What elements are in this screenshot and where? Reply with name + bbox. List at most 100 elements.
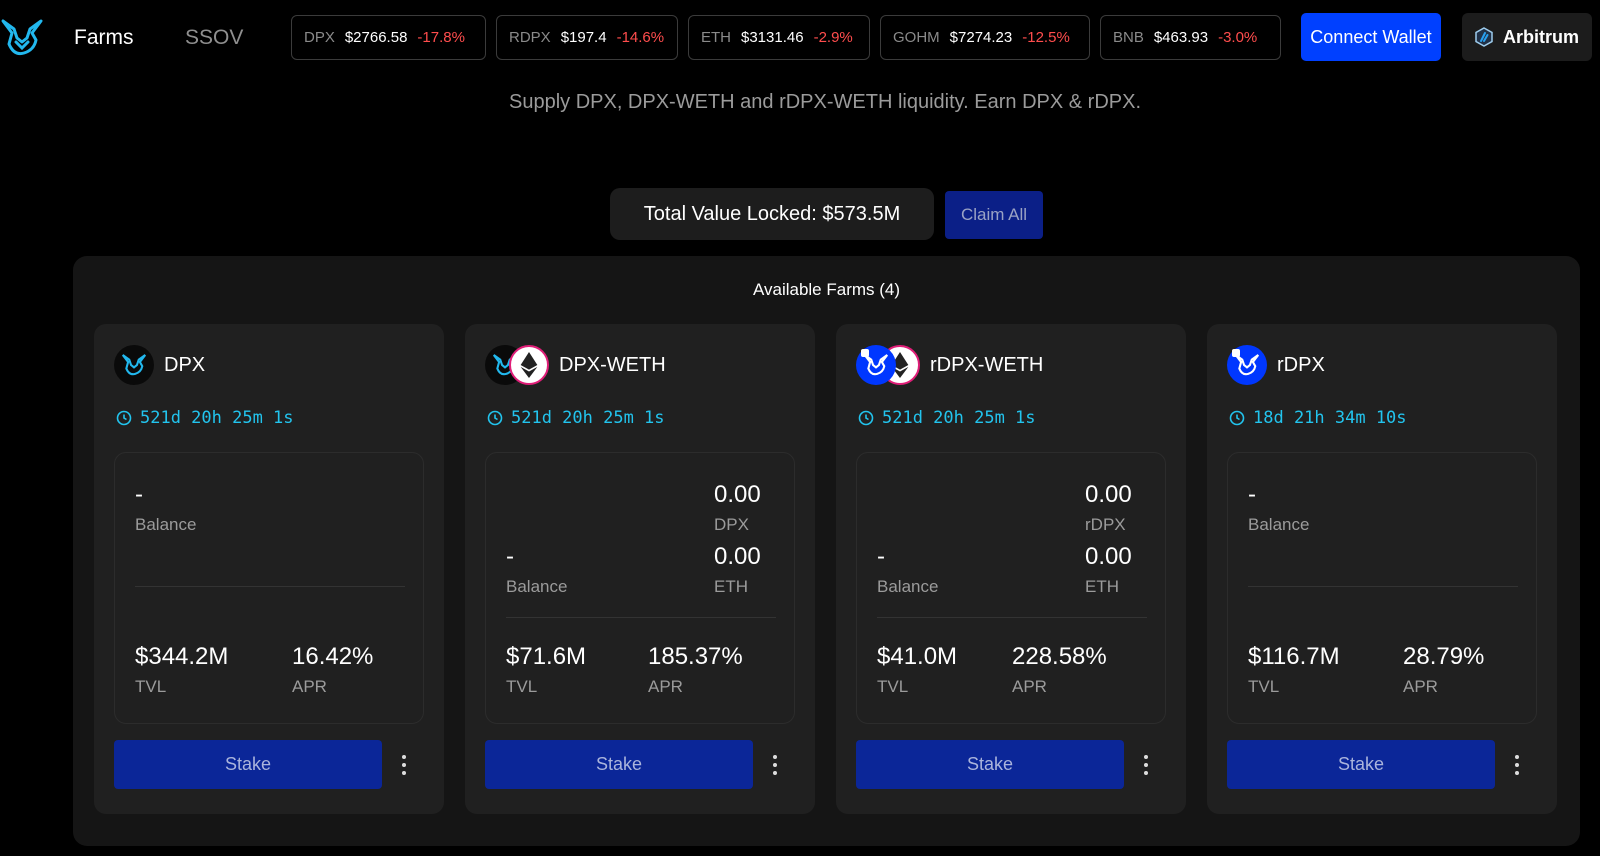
total-value-locked: Total Value Locked: $573.5M [610, 188, 934, 240]
tvl-label: Total Value Locked: $573.5M [643, 202, 901, 225]
token1-amount: 0.00 [1085, 481, 1132, 508]
stake-button[interactable]: Stake [1227, 740, 1495, 789]
stats-divider [135, 586, 405, 587]
token1-label: rDPX [1085, 515, 1126, 534]
ticker-symbol: BNB [1113, 29, 1144, 46]
nav-farms[interactable]: Farms [74, 26, 134, 49]
more-options-icon[interactable] [765, 750, 785, 780]
ticker-change: -12.5% [1022, 29, 1070, 46]
token-icons [485, 345, 549, 385]
token1-amount: 0.00 [714, 481, 761, 508]
stats-divider [877, 617, 1147, 618]
connect-wallet-button[interactable]: Connect Wallet [1301, 13, 1441, 61]
ticker-change: -14.6% [616, 29, 665, 46]
more-options-icon[interactable] [1136, 750, 1156, 780]
apr-label: APR [1403, 677, 1438, 696]
token-icons [114, 345, 154, 385]
apr-label: APR [1012, 677, 1047, 696]
farm-card-dpx: DPX 521d 20h 25m 1s - Balance $344.2M TV… [94, 324, 444, 814]
token-icons [856, 345, 920, 385]
top-header: Farms SSOV DPX $2766.58 -17.8% RDPX $197… [0, 0, 1600, 80]
timer-text: 521d 20h 25m 1s [140, 408, 294, 428]
apr-label: APR [648, 677, 683, 696]
timer-text: 521d 20h 25m 1s [882, 408, 1036, 428]
tvl-value: $71.6M [506, 643, 587, 670]
farm-stats: - Balance $344.2M TVL 16.42% APR [114, 452, 424, 724]
balance-value: - [877, 543, 885, 570]
more-options-icon[interactable] [1507, 750, 1527, 780]
ticker-price: $7274.23 [949, 29, 1013, 46]
farm-timer: 521d 20h 25m 1s [487, 408, 665, 428]
stats-divider [506, 617, 776, 618]
ticker-symbol: GOHM [893, 29, 940, 46]
farm-name: DPX-WETH [559, 353, 666, 376]
ticker-symbol: DPX [304, 29, 335, 46]
page-subtitle: Supply DPX, DPX-WETH and rDPX-WETH liqui… [508, 91, 1141, 113]
ticker-change: -17.8% [417, 29, 465, 46]
arbitrum-icon [1475, 27, 1493, 47]
token1-label: DPX [714, 515, 749, 534]
nav-ssov[interactable]: SSOV [185, 26, 244, 49]
farm-name: rDPX [1277, 353, 1325, 376]
token2-amount: 0.00 [1085, 543, 1132, 570]
ticker-symbol: ETH [701, 29, 731, 46]
stake-button[interactable]: Stake [485, 740, 753, 789]
apr-value: 16.42% [292, 643, 374, 670]
ticker-price: $2766.58 [344, 29, 408, 46]
clock-icon [487, 410, 503, 426]
card-header: DPX-WETH [485, 344, 666, 386]
apr-value: 228.58% [1012, 643, 1107, 670]
farms-panel: Available Farms (4) DPX 521d 20h 25m 1s … [73, 256, 1580, 846]
farm-card-rdpx-weth: rDPX-WETH 521d 20h 25m 1s 0.00 rDPX - Ba… [836, 324, 1186, 814]
tvl-label: TVL [1248, 677, 1280, 696]
farm-card-rdpx: rDPX 18d 21h 34m 10s - Balance $116.7M T… [1207, 324, 1557, 814]
tvl-label: TVL [877, 677, 909, 696]
ticker-symbol: RDPX [509, 29, 551, 46]
ticker-price: $463.93 [1153, 29, 1209, 46]
card-header: rDPX-WETH [856, 344, 1043, 386]
token-icons [1227, 345, 1267, 385]
network-selector-button[interactable]: Arbitrum [1462, 13, 1592, 61]
tvl-label: TVL [506, 677, 538, 696]
more-options-icon[interactable] [394, 750, 414, 780]
token2-label: ETH [714, 577, 748, 596]
farm-card-dpx-weth: DPX-WETH 521d 20h 25m 1s 0.00 DPX - Bala… [465, 324, 815, 814]
farm-timer: 18d 21h 34m 10s [1229, 408, 1407, 428]
tvl-value: $116.7M [1248, 643, 1340, 670]
claim-all-button[interactable]: Claim All [945, 191, 1043, 239]
ticker-dpx: DPX $2766.58 -17.8% [291, 15, 486, 60]
balance-label: Balance [506, 577, 568, 596]
balance-label: Balance [135, 515, 197, 534]
timer-text: 18d 21h 34m 10s [1253, 408, 1407, 428]
ticker-change: -3.0% [1218, 29, 1258, 46]
dopex-logo-icon[interactable] [0, 16, 44, 60]
balance-value: - [506, 543, 514, 570]
ticker-change: -2.9% [813, 29, 853, 46]
farm-stats: 0.00 DPX - Balance 0.00 ETH $71.6M TVL 1… [485, 452, 795, 724]
balance-label: Balance [877, 577, 939, 596]
ticker-price: $3131.46 [741, 29, 804, 46]
ticker-rdpx: RDPX $197.4 -14.6% [496, 15, 678, 60]
balance-value: - [135, 481, 143, 508]
timer-text: 521d 20h 25m 1s [511, 408, 665, 428]
card-header: DPX [114, 344, 205, 386]
ticker-gohm: GOHM $7274.23 -12.5% [880, 15, 1090, 60]
stake-button[interactable]: Stake [856, 740, 1124, 789]
tvl-value: $41.0M [877, 643, 958, 670]
apr-label: APR [292, 677, 327, 696]
clock-icon [858, 410, 874, 426]
stats-divider [1248, 586, 1518, 587]
farm-timer: 521d 20h 25m 1s [116, 408, 294, 428]
apr-value: 28.79% [1403, 643, 1485, 670]
network-label: Arbitrum [1503, 26, 1579, 47]
stake-button[interactable]: Stake [114, 740, 382, 789]
token2-amount: 0.00 [714, 543, 761, 570]
farm-timer: 521d 20h 25m 1s [858, 408, 1036, 428]
token2-label: ETH [1085, 577, 1119, 596]
clock-icon [1229, 410, 1245, 426]
clock-icon [116, 410, 132, 426]
eth-token-icon [509, 345, 549, 385]
ticker-price: $197.4 [560, 29, 607, 46]
farm-name: rDPX-WETH [930, 353, 1044, 376]
farm-stats: - Balance $116.7M TVL 28.79% APR [1227, 452, 1537, 724]
